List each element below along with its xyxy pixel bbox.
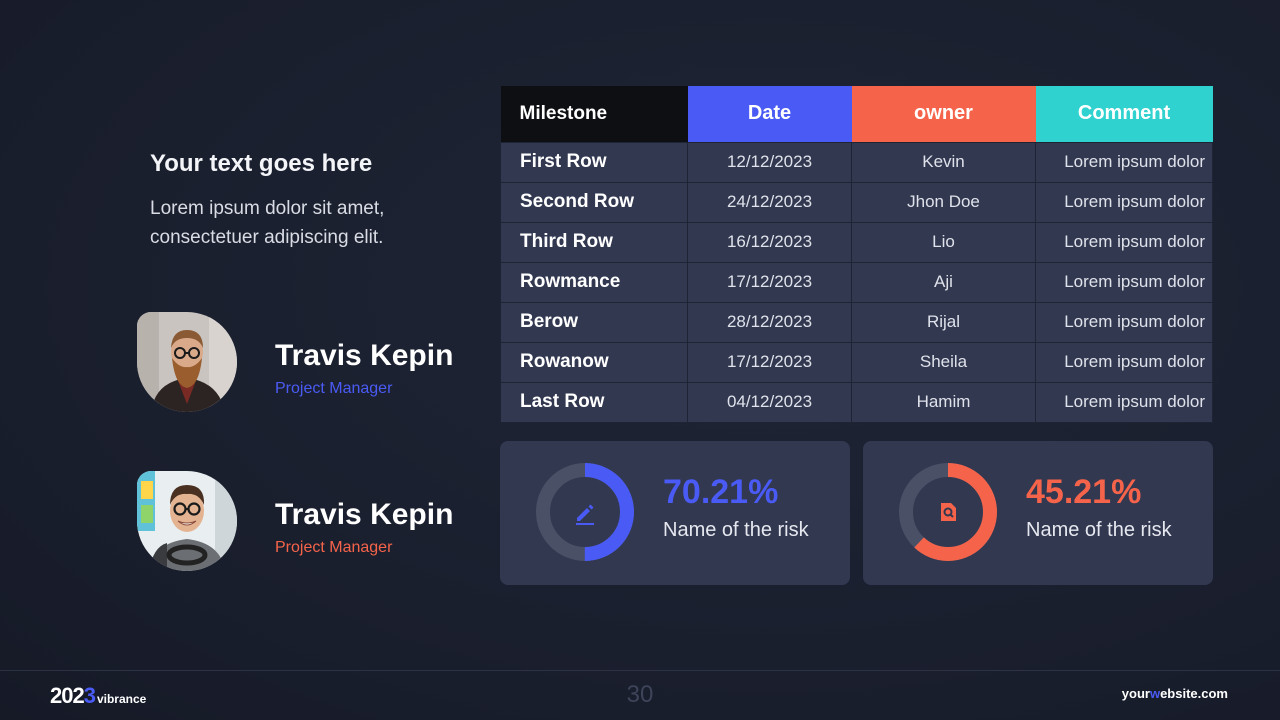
cell-comment: Lorem ipsum dolor: [1035, 221, 1213, 263]
table-row: Third Row 16/12/2023 Lio Lorem ipsum dol…: [500, 221, 1213, 263]
person-name: Travis Kepin: [275, 498, 454, 531]
risk-donut: [899, 463, 997, 561]
cell-comment: Lorem ipsum dolor: [1035, 341, 1213, 383]
brand-word: vibrance: [96, 692, 147, 706]
risk-value: 70.21%: [663, 473, 779, 511]
website-link[interactable]: yourwebsite.com: [1121, 686, 1228, 701]
cell-comment: Lorem ipsum dolor: [1035, 381, 1213, 423]
page-number: 30: [626, 681, 654, 708]
table-row: Last Row 04/12/2023 Hamim Lorem ipsum do…: [500, 381, 1213, 423]
cell-milestone: Rowmance: [500, 261, 688, 303]
cell-milestone: Second Row: [500, 181, 688, 223]
avatar: [137, 312, 237, 412]
footer-divider: [0, 670, 1280, 671]
header-comment: Comment: [1035, 86, 1213, 142]
table-header-row: Milestone Date owner Comment: [500, 86, 1213, 142]
risk-card-2: 45.21% Name of the risk: [863, 441, 1213, 585]
person-name: Travis Kepin: [275, 339, 454, 372]
cell-milestone: Berow: [500, 301, 688, 343]
brand-logo: 2023 vibrance: [50, 683, 146, 709]
risk-donut: [536, 463, 634, 561]
cell-owner: Lio: [851, 221, 1036, 263]
cell-owner: Kevin: [851, 141, 1036, 183]
avatar: [137, 471, 237, 571]
risk-value: 45.21%: [1026, 473, 1142, 511]
cell-owner: Jhon Doe: [851, 181, 1036, 223]
cell-date: 17/12/2023: [687, 341, 852, 383]
cell-comment: Lorem ipsum dolor: [1035, 181, 1213, 223]
header-date: Date: [687, 86, 852, 142]
cell-milestone: Third Row: [500, 221, 688, 263]
table-row: First Row 12/12/2023 Kevin Lorem ipsum d…: [500, 141, 1213, 183]
cell-milestone: First Row: [500, 141, 688, 183]
person-card-2: Travis Kepin Project Manager: [137, 471, 467, 571]
cell-date: 12/12/2023: [687, 141, 852, 183]
cell-comment: Lorem ipsum dolor: [1035, 301, 1213, 343]
brand-year: 2023: [50, 683, 96, 708]
cell-milestone: Last Row: [500, 381, 688, 423]
cell-date: 28/12/2023: [687, 301, 852, 343]
intro-block: Your text goes here Lorem ipsum dolor si…: [150, 150, 470, 252]
search-document-icon: [941, 503, 956, 521]
cell-owner: Sheila: [851, 341, 1036, 383]
milestone-table: Milestone Date owner Comment First Row 1…: [500, 86, 1213, 423]
table-row: Berow 28/12/2023 Rijal Lorem ipsum dolor: [500, 301, 1213, 343]
cell-comment: Lorem ipsum dolor: [1035, 141, 1213, 183]
intro-title: Your text goes here: [150, 150, 373, 177]
cell-owner: Hamim: [851, 381, 1036, 423]
pencil-icon: [576, 504, 594, 525]
intro-body: Lorem ipsum dolor sit amet, consectetuer…: [150, 198, 385, 248]
risk-label: Name of the risk: [1026, 519, 1172, 541]
cell-owner: Aji: [851, 261, 1036, 303]
cell-owner: Rijal: [851, 301, 1036, 343]
table-row: Second Row 24/12/2023 Jhon Doe Lorem ips…: [500, 181, 1213, 223]
person-role: Project Manager: [275, 539, 393, 556]
table-row: Rowmance 17/12/2023 Aji Lorem ipsum dolo…: [500, 261, 1213, 303]
cell-date: 04/12/2023: [687, 381, 852, 423]
header-milestone: Milestone: [500, 86, 688, 142]
cell-date: 16/12/2023: [687, 221, 852, 263]
risk-label: Name of the risk: [663, 519, 809, 541]
table-row: Rowanow 17/12/2023 Sheila Lorem ipsum do…: [500, 341, 1213, 383]
risk-card-1: 70.21% Name of the risk: [500, 441, 850, 585]
cell-date: 24/12/2023: [687, 181, 852, 223]
person-role: Project Manager: [275, 380, 393, 397]
cell-comment: Lorem ipsum dolor: [1035, 261, 1213, 303]
header-owner: owner: [851, 86, 1036, 142]
cell-date: 17/12/2023: [687, 261, 852, 303]
cell-milestone: Rowanow: [500, 341, 688, 383]
person-card-1: Travis Kepin Project Manager: [137, 312, 467, 412]
